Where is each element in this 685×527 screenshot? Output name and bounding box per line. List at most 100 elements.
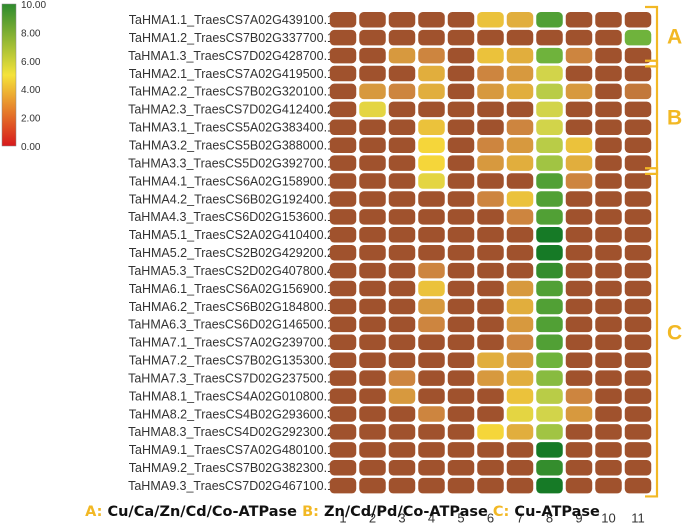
heatmap-cell bbox=[536, 191, 563, 207]
column-label: 6 bbox=[487, 510, 494, 525]
row-label: TaHMA9.3_TraesCS7D02G467100.1 bbox=[128, 479, 334, 493]
heatmap-cell bbox=[388, 298, 416, 315]
heatmap-cell bbox=[506, 370, 534, 386]
heatmap-cell bbox=[329, 442, 357, 458]
heatmap-cell bbox=[418, 173, 445, 189]
heatmap-cell bbox=[595, 477, 622, 494]
heatmap-cell bbox=[506, 209, 534, 225]
row-labels: TaHMA1.1_TraesCS7A02G439100.1 TaHMA1.2_Tr… bbox=[128, 13, 334, 493]
heatmap-cell bbox=[624, 460, 652, 476]
heatmap-cell bbox=[447, 29, 475, 46]
heatmap-cell bbox=[595, 244, 622, 261]
heatmap-cell bbox=[565, 101, 593, 118]
row-label: TaHMA4.2_TraesCS6B02G192400.1 bbox=[129, 192, 334, 206]
heatmap-cell bbox=[447, 262, 475, 279]
heatmap-cell bbox=[477, 209, 504, 225]
heatmap-cell bbox=[447, 352, 475, 368]
heatmap-cell bbox=[388, 460, 416, 476]
heatmap-cell bbox=[329, 227, 357, 243]
heatmap-cell bbox=[418, 227, 445, 243]
legend-a-text: Cu/Ca/Zn/Cd/Co-ATPase bbox=[107, 504, 297, 520]
legend-b-key: B: bbox=[302, 504, 319, 520]
heatmap-cell bbox=[388, 442, 416, 458]
heatmap-cell bbox=[388, 12, 416, 28]
heatmap-cell bbox=[447, 47, 475, 64]
heatmap-cell bbox=[388, 477, 416, 494]
heatmap-cell bbox=[624, 137, 652, 153]
heatmap-cell bbox=[359, 191, 386, 207]
heatmap-cell bbox=[624, 101, 652, 118]
heatmap-cell bbox=[565, 29, 593, 46]
heatmap-cell bbox=[624, 406, 652, 422]
heatmap-cell bbox=[418, 244, 445, 261]
heatmap-cell bbox=[595, 191, 622, 207]
heatmap-cell bbox=[624, 262, 652, 279]
heatmap-cell bbox=[388, 316, 416, 333]
heatmap-cell bbox=[536, 83, 563, 100]
heatmap-cell bbox=[329, 173, 357, 189]
heatmap-cell bbox=[359, 12, 386, 28]
heatmap-cell bbox=[536, 227, 563, 243]
column-label: 4 bbox=[428, 510, 435, 525]
heatmap-cell bbox=[359, 442, 386, 458]
heatmap-cell bbox=[506, 460, 534, 476]
row-label: TaHMA5.2_TraesCS2B02G429200.2 bbox=[129, 246, 334, 260]
heatmap-cell bbox=[536, 298, 563, 315]
heatmap-cell bbox=[447, 137, 475, 153]
color-scale-tick-label: 4.00 bbox=[21, 85, 41, 96]
heatmap-cell bbox=[565, 119, 593, 136]
heatmap-cell bbox=[506, 65, 534, 82]
heatmap-cell bbox=[536, 370, 563, 386]
heatmap-cell bbox=[536, 119, 563, 136]
row-label: TaHMA6.2_TraesCS6B02G184800.1 bbox=[129, 300, 334, 314]
heatmap-cell bbox=[624, 424, 652, 440]
heatmap-cell bbox=[624, 280, 652, 297]
group-legend: A: Cu/Ca/Zn/Cd/Co-ATPase B: Zn/Cd/Pd/Co-… bbox=[0, 504, 685, 520]
heatmap-cell bbox=[388, 119, 416, 136]
heatmap-cell bbox=[388, 244, 416, 261]
heatmap-cell bbox=[477, 262, 504, 279]
heatmap-cell bbox=[565, 12, 593, 28]
heatmap-cell bbox=[506, 101, 534, 118]
heatmap-cell bbox=[388, 155, 416, 171]
heatmap-cell bbox=[329, 477, 357, 494]
heatmap-cell bbox=[388, 47, 416, 64]
heatmap-cell bbox=[565, 173, 593, 189]
column-label: 2 bbox=[369, 510, 376, 525]
heatmap-cell bbox=[359, 477, 386, 494]
heatmap-cell bbox=[536, 280, 563, 297]
heatmap-cell bbox=[477, 173, 504, 189]
heatmap-cell bbox=[477, 155, 504, 171]
heatmap-cell bbox=[477, 352, 504, 368]
heatmap-cell bbox=[536, 352, 563, 368]
heatmap-cell bbox=[477, 460, 504, 476]
legend-c-key: C: bbox=[492, 504, 510, 520]
heatmap-cell bbox=[329, 65, 357, 82]
group-letter: C bbox=[667, 321, 682, 344]
heatmap-cell bbox=[536, 155, 563, 171]
heatmap-cell bbox=[536, 316, 563, 333]
heatmap-cell bbox=[418, 316, 445, 333]
heatmap-cell bbox=[624, 119, 652, 136]
heatmap-cell bbox=[536, 244, 563, 261]
heatmap-cell bbox=[359, 316, 386, 333]
heatmap-cell bbox=[418, 262, 445, 279]
heatmap-cell bbox=[388, 352, 416, 368]
heatmap-cell bbox=[418, 424, 445, 440]
heatmap-cell bbox=[447, 460, 475, 476]
heatmap-cell bbox=[388, 65, 416, 82]
heatmap-cell bbox=[477, 316, 504, 333]
heatmap-cell bbox=[388, 83, 416, 100]
heatmap-cell bbox=[536, 29, 563, 46]
heatmap-cell bbox=[477, 424, 504, 440]
row-label: TaHMA6.3_TraesCS6D02G146500.1 bbox=[128, 318, 334, 332]
row-label: TaHMA3.2_TraesCS5B02G388000.1 bbox=[129, 138, 334, 152]
column-label: 3 bbox=[398, 510, 405, 525]
heatmap-cell bbox=[565, 65, 593, 82]
heatmap-cell bbox=[388, 191, 416, 207]
heatmap-cell bbox=[565, 477, 593, 494]
heatmap-cell bbox=[506, 173, 534, 189]
heatmap-cell bbox=[565, 155, 593, 171]
heatmap-cell bbox=[624, 65, 652, 82]
